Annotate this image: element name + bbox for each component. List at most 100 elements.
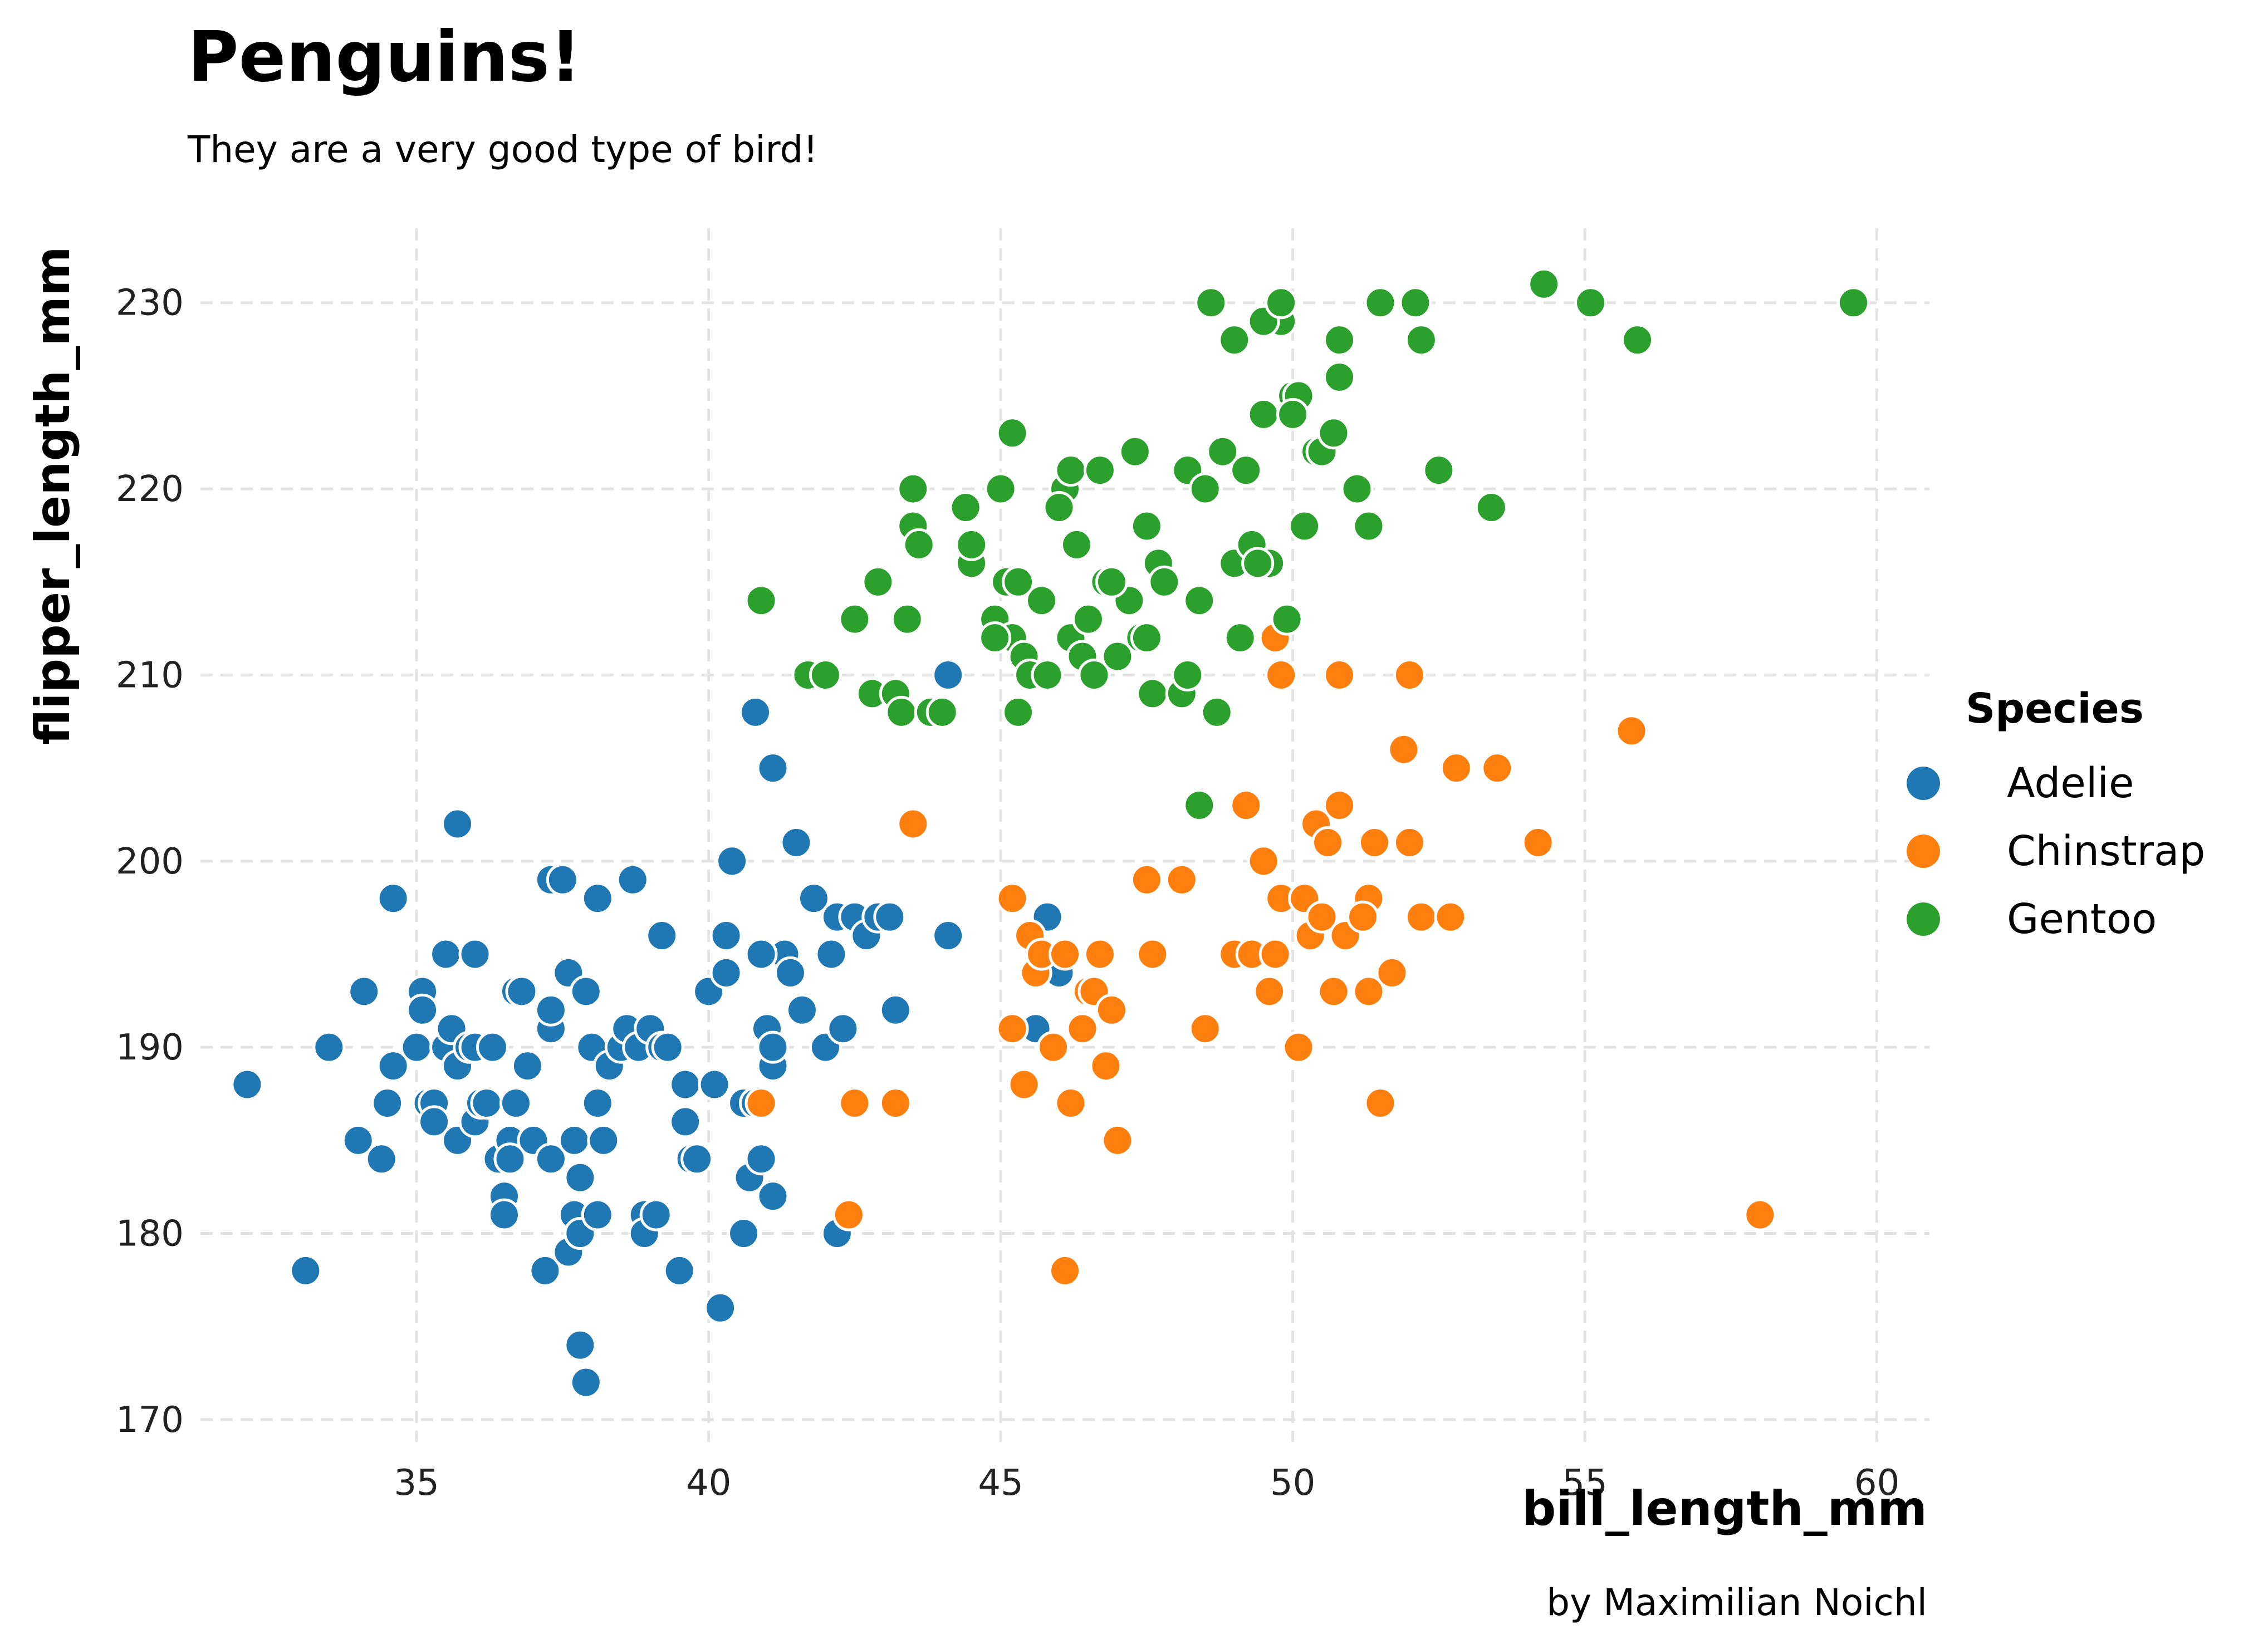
data-point	[785, 993, 819, 1027]
data-point	[1060, 528, 1093, 561]
x-tick-labels: 35 40 45 50 55 60	[394, 1463, 1899, 1504]
data-point	[1171, 658, 1204, 691]
data-point	[528, 1254, 562, 1287]
data-point	[1130, 621, 1163, 655]
data-point	[932, 658, 965, 691]
data-point	[698, 1068, 731, 1101]
data-point	[1340, 472, 1374, 506]
data-point	[1346, 900, 1379, 934]
data-point	[1265, 286, 1298, 320]
data-point	[1007, 1068, 1041, 1101]
data-point	[1101, 640, 1134, 673]
data-point	[418, 1105, 451, 1138]
data-point	[1521, 826, 1555, 859]
data-point	[312, 1030, 346, 1064]
data-point	[879, 1086, 912, 1120]
data-point	[861, 565, 895, 598]
data-point	[376, 1049, 410, 1083]
data-point	[1218, 323, 1251, 357]
legend-dot-gentoo	[1907, 902, 1940, 936]
data-point	[406, 993, 439, 1027]
data-point	[1223, 621, 1257, 655]
data-point	[809, 658, 842, 691]
data-point	[1183, 789, 1216, 822]
data-point	[569, 1366, 602, 1399]
data-point	[838, 1086, 871, 1120]
data-point	[744, 584, 778, 617]
data-point	[680, 1142, 714, 1176]
data-point	[1481, 752, 1514, 785]
legend-dot-chinstrap	[1907, 835, 1940, 868]
data-point	[1621, 323, 1654, 357]
data-point	[289, 1254, 322, 1287]
data-point	[1258, 938, 1292, 971]
y-tick-label: 230	[116, 283, 184, 324]
chart-subtitle: They are a very good type of bird!	[188, 128, 818, 171]
data-point	[505, 975, 538, 1008]
data-point	[546, 863, 579, 896]
data-point	[1165, 863, 1198, 896]
legend-label-adelie: Adelie	[2007, 759, 2134, 807]
data-point	[1089, 1049, 1123, 1083]
data-point	[716, 845, 749, 878]
data-point	[1317, 416, 1350, 450]
data-point	[400, 1030, 433, 1064]
data-point	[1247, 845, 1280, 878]
data-point	[1066, 1012, 1099, 1046]
data-point	[499, 1086, 532, 1120]
data-point	[756, 752, 790, 785]
data-point	[873, 900, 907, 934]
data-point	[1422, 454, 1456, 487]
data-point	[341, 1123, 375, 1157]
data-point	[832, 1198, 865, 1231]
y-tick-labels: 170 180 190 200 210 220 230	[116, 283, 184, 1441]
data-point	[1270, 602, 1304, 636]
data-point	[949, 491, 982, 524]
data-point	[773, 956, 807, 989]
legend-label-gentoo: Gentoo	[2007, 895, 2157, 943]
data-point	[1049, 1254, 1081, 1287]
data-point	[651, 1030, 684, 1064]
data-point	[429, 938, 463, 971]
data-point	[1352, 509, 1385, 543]
data-point	[1130, 509, 1163, 543]
data-point	[1200, 695, 1233, 729]
data-point	[1615, 714, 1648, 748]
data-point	[1083, 454, 1116, 487]
x-axis-label: bill_length_mm	[1521, 1481, 1927, 1537]
data-point	[897, 807, 930, 841]
data-point	[1229, 454, 1263, 487]
data-point	[704, 1291, 737, 1324]
data-point	[1265, 658, 1298, 691]
data-point	[1352, 975, 1385, 1008]
data-point	[1404, 323, 1438, 357]
data-point	[885, 695, 918, 729]
data-point	[1358, 826, 1391, 859]
data-point	[1042, 491, 1076, 524]
data-point	[838, 602, 871, 636]
data-point	[587, 1123, 620, 1157]
data-point	[1148, 565, 1181, 598]
data-point	[756, 1180, 790, 1213]
series-chinstrap	[744, 621, 1777, 1287]
data-point	[458, 938, 492, 971]
data-point	[493, 1142, 527, 1176]
y-tick-label: 190	[116, 1027, 184, 1068]
data-point	[1253, 975, 1286, 1008]
data-point	[1399, 286, 1432, 320]
data-point	[365, 1142, 398, 1176]
data-point	[511, 1049, 544, 1083]
data-point	[1323, 360, 1356, 394]
data-point	[1241, 547, 1275, 580]
data-point	[1364, 1086, 1397, 1120]
data-point	[1071, 602, 1105, 636]
legend-dot-adelie	[1907, 767, 1940, 800]
data-point	[1743, 1198, 1777, 1231]
data-point	[709, 956, 743, 989]
data-point	[815, 938, 848, 971]
data-point	[727, 1217, 761, 1250]
data-point	[1002, 565, 1035, 598]
data-point	[1136, 677, 1169, 710]
data-point	[1404, 900, 1438, 934]
